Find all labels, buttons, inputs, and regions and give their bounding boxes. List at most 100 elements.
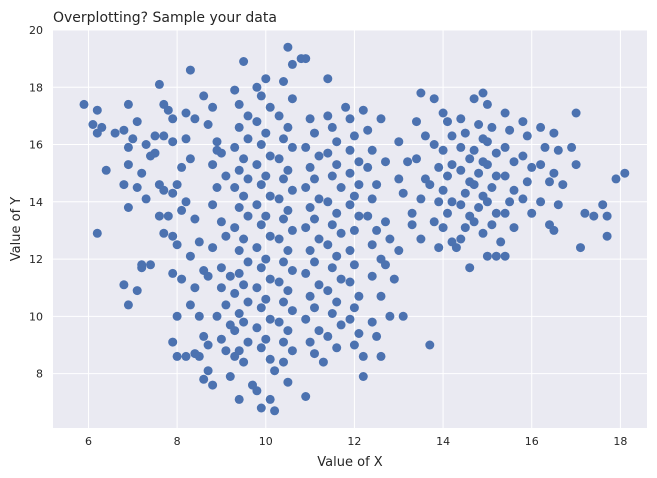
data-point xyxy=(287,225,297,235)
data-point xyxy=(327,263,337,273)
data-point xyxy=(345,168,355,178)
data-point xyxy=(234,99,244,109)
data-point xyxy=(279,77,288,86)
data-point xyxy=(172,311,182,321)
data-point xyxy=(163,105,173,115)
data-point xyxy=(447,160,457,170)
data-point xyxy=(314,234,324,244)
data-point xyxy=(252,82,262,92)
data-point xyxy=(190,114,200,124)
data-point xyxy=(265,191,275,201)
data-point xyxy=(420,131,430,141)
data-point xyxy=(123,142,133,152)
data-point xyxy=(208,380,218,390)
data-point xyxy=(208,200,218,210)
data-point xyxy=(349,225,359,235)
data-point xyxy=(620,168,630,178)
data-point xyxy=(185,251,195,261)
data-point xyxy=(434,197,444,207)
data-point xyxy=(123,203,133,212)
data-point xyxy=(256,91,266,101)
data-point xyxy=(265,231,275,241)
data-point xyxy=(332,297,342,307)
data-point xyxy=(327,309,337,318)
data-point xyxy=(177,274,187,284)
data-point xyxy=(478,228,488,238)
data-point xyxy=(239,191,249,201)
data-point xyxy=(456,165,466,175)
data-point xyxy=(469,217,479,227)
data-point xyxy=(199,331,209,341)
data-point xyxy=(500,251,510,261)
data-point xyxy=(363,211,373,221)
data-point xyxy=(527,162,537,172)
data-point xyxy=(283,246,293,255)
data-point xyxy=(252,117,262,127)
data-point xyxy=(394,246,404,255)
data-point xyxy=(367,145,377,155)
data-point xyxy=(283,165,293,175)
data-point xyxy=(425,180,435,190)
x-tick-label: 18 xyxy=(613,435,627,448)
data-point xyxy=(279,297,288,307)
data-point xyxy=(265,102,275,112)
data-point xyxy=(567,142,577,152)
data-point xyxy=(181,197,191,207)
data-point xyxy=(381,217,390,227)
data-point xyxy=(323,240,333,250)
data-point xyxy=(358,372,368,381)
data-point xyxy=(230,142,240,152)
data-point xyxy=(416,234,426,244)
data-point xyxy=(101,165,111,175)
data-point xyxy=(336,320,346,330)
x-tick-label: 6 xyxy=(85,435,92,448)
data-point xyxy=(168,268,178,278)
data-point xyxy=(230,326,240,336)
data-point xyxy=(354,180,364,190)
data-point xyxy=(221,346,231,356)
data-point xyxy=(345,145,355,155)
data-point xyxy=(123,300,133,310)
data-point xyxy=(216,263,226,273)
data-point xyxy=(168,114,178,124)
y-tick-label: 12 xyxy=(29,253,43,266)
data-point xyxy=(137,168,147,178)
data-point xyxy=(314,194,324,204)
data-point xyxy=(443,117,452,127)
data-point xyxy=(208,160,218,170)
data-point xyxy=(460,128,470,138)
data-point xyxy=(545,177,554,187)
data-point xyxy=(301,392,311,401)
data-point xyxy=(154,79,164,89)
y-tick-label: 20 xyxy=(29,24,43,37)
data-point xyxy=(310,174,319,184)
data-point xyxy=(137,263,147,273)
data-point xyxy=(301,183,311,192)
data-point xyxy=(261,254,271,264)
data-point xyxy=(491,208,501,218)
data-point xyxy=(216,148,226,158)
data-point xyxy=(243,134,253,144)
data-point xyxy=(389,274,399,284)
data-point xyxy=(482,160,492,170)
data-point xyxy=(318,357,328,367)
data-point xyxy=(403,157,413,167)
data-point xyxy=(88,120,98,129)
data-point xyxy=(491,251,501,261)
data-point xyxy=(540,142,550,152)
data-point xyxy=(265,314,275,324)
data-point xyxy=(354,211,364,221)
data-point xyxy=(407,220,417,230)
x-tick-label: 10 xyxy=(259,435,273,448)
data-point xyxy=(305,337,315,347)
data-point xyxy=(212,311,222,321)
data-point xyxy=(323,331,333,341)
data-point xyxy=(230,183,240,192)
data-point xyxy=(168,188,178,198)
data-point xyxy=(314,326,324,336)
data-point xyxy=(310,349,319,359)
data-point xyxy=(310,128,319,138)
data-point xyxy=(412,154,421,164)
data-point xyxy=(265,151,275,161)
data-point xyxy=(509,223,519,233)
